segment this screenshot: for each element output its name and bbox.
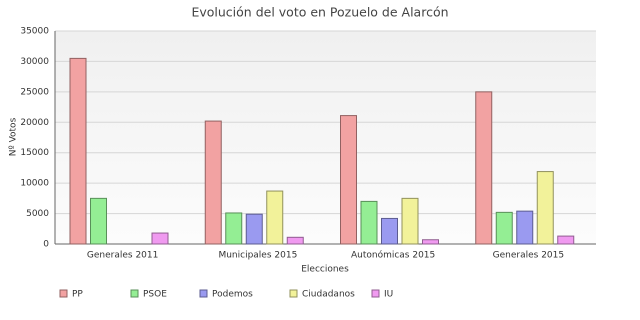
bar — [204, 120, 222, 245]
y-tick-label: 5000 — [26, 209, 49, 219]
legend-label: Podemos — [212, 290, 253, 300]
bar — [536, 171, 554, 245]
bar — [286, 236, 304, 245]
legend-label: Ciudadanos — [302, 290, 355, 300]
plot-area — [55, 31, 596, 244]
bar — [69, 57, 87, 245]
bar — [245, 213, 263, 245]
legend-label: PP — [72, 290, 83, 300]
bar — [360, 200, 378, 245]
bar — [422, 239, 439, 245]
y-tick-label: 0 — [43, 240, 49, 250]
y-tick-label: 25000 — [20, 87, 49, 97]
y-tick-label: 20000 — [20, 118, 49, 128]
bar — [340, 115, 357, 245]
bar — [90, 197, 107, 245]
x-axis-label: Elecciones — [301, 265, 349, 275]
y-axis-label: Nº Votos — [9, 117, 19, 156]
bar — [381, 217, 398, 245]
legend-swatch — [199, 289, 208, 298]
bar — [266, 190, 284, 245]
x-tick-label: Autonómicas 2015 — [351, 250, 435, 261]
y-tick-label: 35000 — [20, 27, 49, 37]
x-tick-label: Municipales 2015 — [218, 251, 297, 261]
bar — [516, 210, 534, 245]
legend-swatch — [289, 289, 298, 298]
legend-label: IU — [384, 290, 393, 300]
x-tick-label: Generales 2015 — [493, 251, 564, 261]
bar — [495, 211, 513, 245]
legend-swatch — [371, 289, 380, 298]
bar — [475, 91, 493, 245]
legend-swatch — [130, 289, 139, 298]
chart-title: Evolución del voto en Pozuelo de Alarcón — [191, 5, 448, 20]
y-tick-label: 30000 — [20, 57, 49, 67]
bar — [151, 232, 169, 245]
legend-label: PSOE — [143, 290, 167, 300]
y-tick-label: 10000 — [20, 179, 49, 189]
x-tick-label: Generales 2011 — [87, 251, 158, 261]
legend-swatch — [59, 289, 68, 298]
bar — [401, 197, 419, 245]
bar — [225, 212, 243, 245]
bar — [557, 235, 575, 245]
y-tick-label: 15000 — [20, 148, 49, 158]
